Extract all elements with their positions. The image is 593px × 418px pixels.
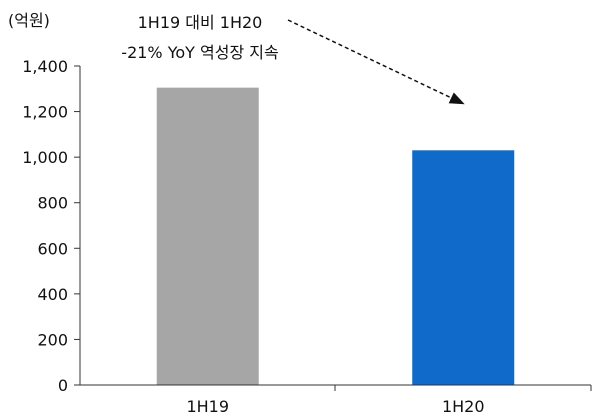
y-tick-label: 1,200 [22,103,68,122]
y-unit-label: (억원) [8,11,50,30]
annotation-arrow [287,19,465,105]
bar-1h19 [156,87,259,386]
x-tick-label: 1H20 [442,397,485,416]
y-tick-label: 1,400 [22,57,68,76]
y-tick-label: 0 [58,376,68,395]
y-axis-ticks: 0 200 400 600 800 1,000 1,200 1,400 [22,57,80,395]
y-tick-label: 200 [37,330,68,349]
annotation-line-1: 1H19 대비 1H20 [138,13,263,32]
y-tick-label: 400 [37,285,68,304]
y-tick-label: 1,000 [22,148,68,167]
x-axis-labels: 1H19 1H20 [186,397,484,416]
bar-1h20 [412,150,515,385]
annotation-line-2: -21% YoY 역성장 지속 [121,43,278,62]
x-tick-label: 1H19 [186,397,229,416]
bars-group [156,87,515,386]
y-tick-label: 800 [37,194,68,213]
y-tick-label: 600 [37,239,68,258]
